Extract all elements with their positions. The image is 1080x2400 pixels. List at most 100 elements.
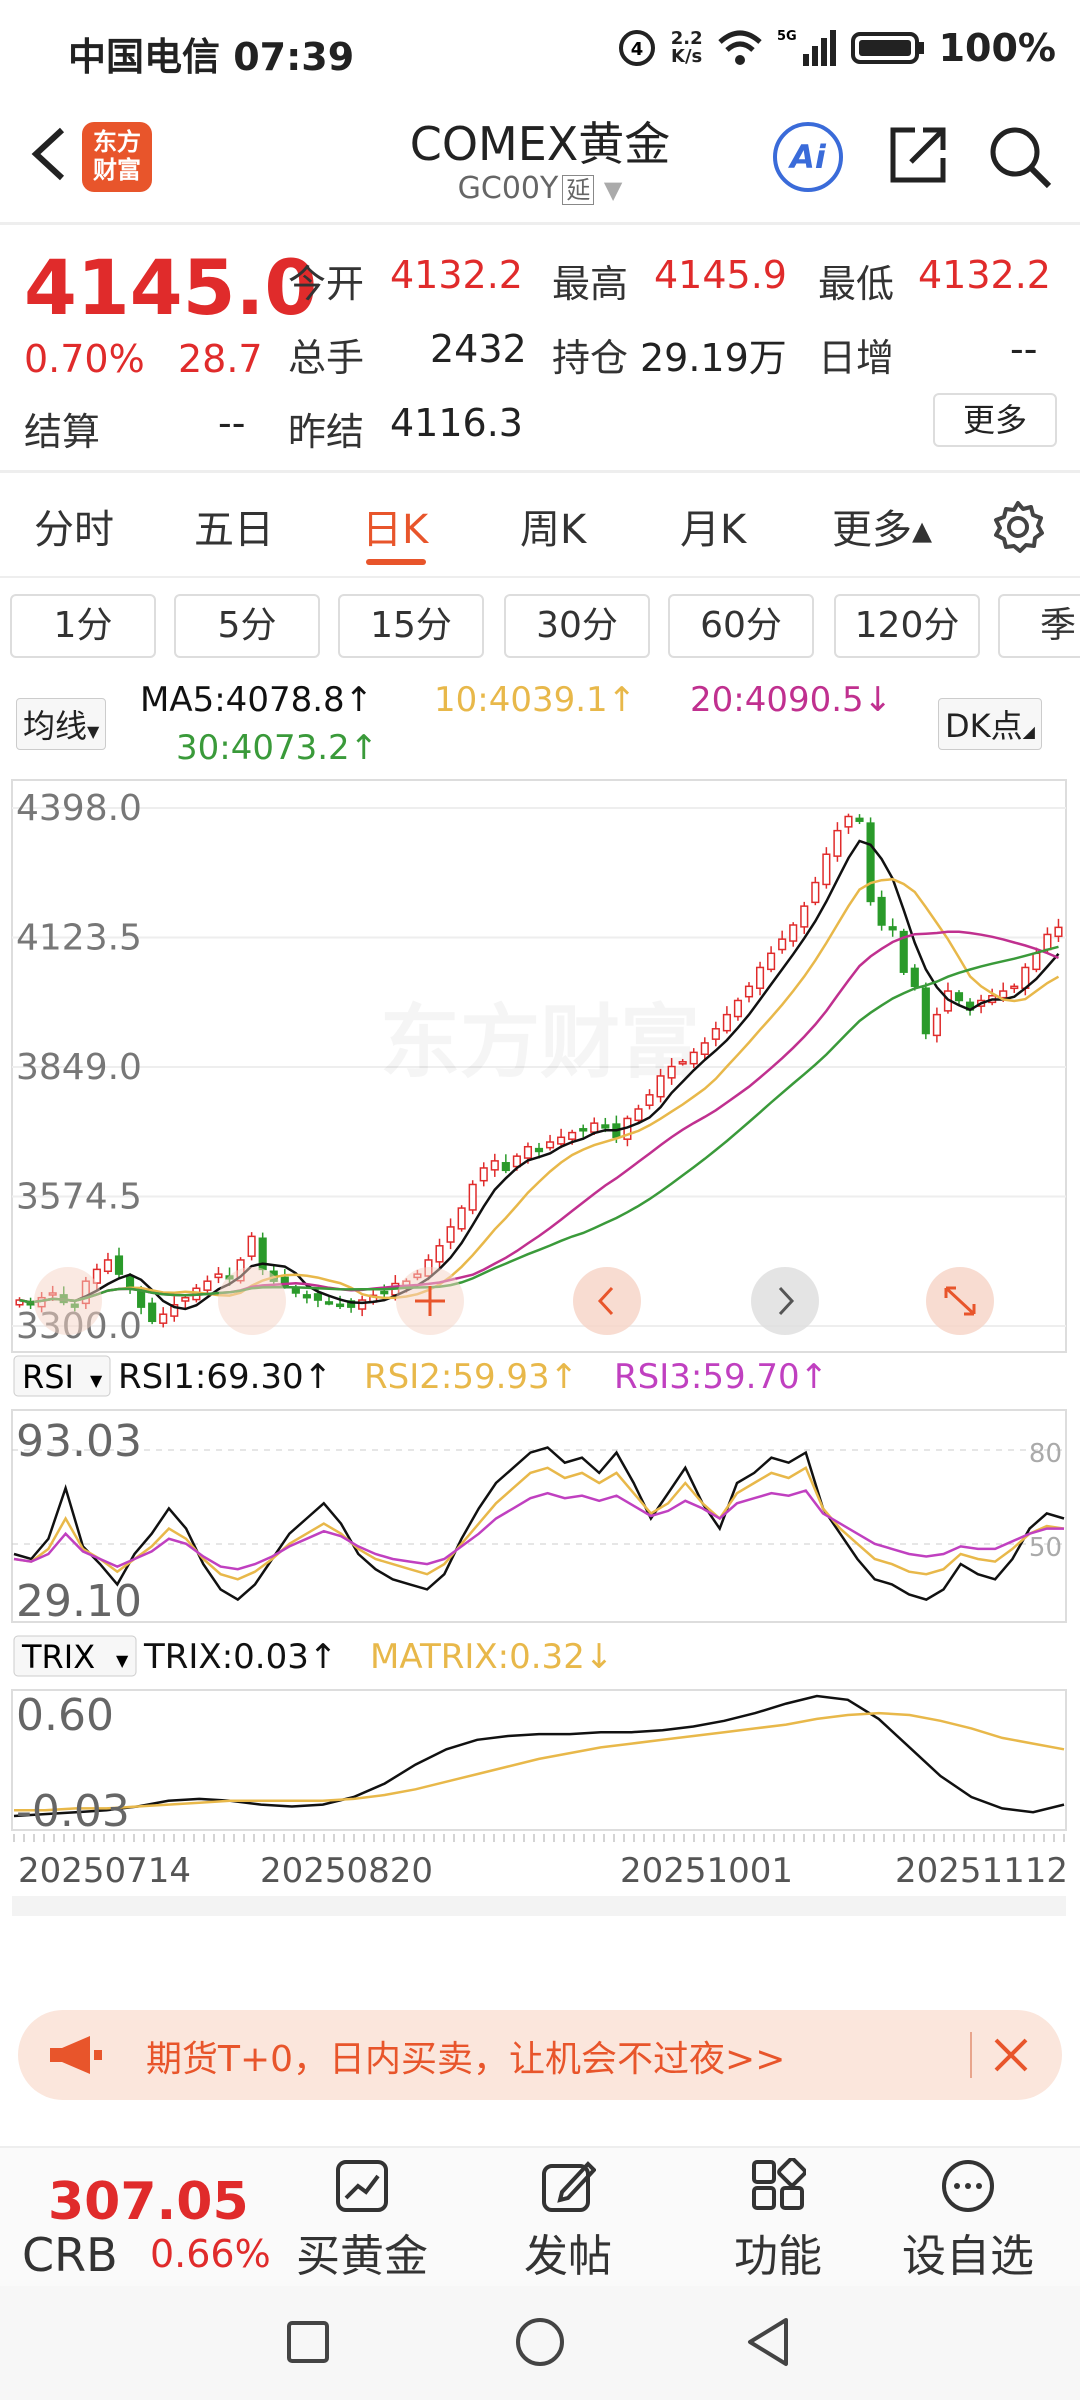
- date-tick-label: 20250820: [260, 1851, 433, 1891]
- more-quote-button[interactable]: 更多: [933, 393, 1057, 447]
- candle-body: [479, 1167, 488, 1182]
- candle-body: [1054, 926, 1063, 938]
- candle-body: [645, 1094, 654, 1106]
- buy-gold-button[interactable]: 买黄金: [296, 2158, 428, 2284]
- chevron-down-icon: ▼: [116, 1651, 129, 1670]
- candle-body: [722, 1013, 731, 1032]
- rsi-selector[interactable]: [13, 1355, 111, 1397]
- tab-monthly-k[interactable]: 月K: [680, 507, 747, 553]
- add-watchlist-button[interactable]: 设自选: [902, 2158, 1034, 2284]
- candle-body: [667, 1065, 676, 1079]
- scroll-left-button[interactable]: [573, 1267, 641, 1335]
- svg-text:5G: 5G: [777, 29, 797, 44]
- share-icon[interactable]: [885, 122, 951, 188]
- period-1min[interactable]: 1分: [10, 594, 156, 658]
- trix-selector[interactable]: [13, 1635, 137, 1677]
- tab-more[interactable]: 更多▴: [832, 507, 933, 553]
- ma30-line: [19, 945, 1059, 1304]
- candle-body: [523, 1145, 533, 1159]
- candle-body: [490, 1160, 499, 1171]
- daily-inc-label: 日增: [818, 336, 895, 380]
- candle-body: [733, 999, 743, 1018]
- period-60min[interactable]: 60分: [668, 594, 814, 658]
- back-arrow-icon[interactable]: [24, 124, 74, 184]
- zoom-in-button[interactable]: [218, 1267, 286, 1335]
- candle-body: [744, 985, 754, 998]
- high-value: 4145.9: [654, 253, 787, 297]
- banner-divider: [970, 2032, 972, 2078]
- candle-body: [844, 815, 853, 828]
- watermark: 东方财富: [380, 996, 700, 1089]
- signal-icon: 5G: [777, 29, 836, 66]
- svg-text:4: 4: [630, 39, 643, 60]
- period-15min[interactable]: 15分: [338, 594, 484, 658]
- dk-point-selector[interactable]: DK点◢: [938, 698, 1042, 750]
- oi-value: 29.19万: [640, 336, 787, 380]
- divider: [0, 222, 1080, 225]
- rsi3-line: [13, 1489, 1064, 1571]
- tab-five-day[interactable]: 五日: [194, 507, 274, 553]
- back-nav-icon[interactable]: [744, 2316, 792, 2368]
- close-icon[interactable]: [990, 2034, 1032, 2076]
- ma10-value: 10:4039.1↑: [434, 680, 637, 720]
- open-label: 今开: [288, 262, 365, 306]
- ai-button[interactable]: Ai: [773, 122, 843, 192]
- add-watchlist-label: 设自选: [902, 2231, 1034, 2282]
- rsi2-value: RSI2:59.93↑: [364, 1357, 578, 1397]
- functions-button[interactable]: 功能: [734, 2158, 822, 2284]
- candle-body: [247, 1235, 256, 1257]
- price-tick-label: 3849.0: [16, 1047, 142, 1088]
- crb-price: 307.05: [48, 2172, 249, 2232]
- bottom-action-bar: 307.05 CRB 0.66% 买黄金 发帖 功能 设自选: [0, 2146, 1080, 2286]
- network-speed: 2.2 K/s: [670, 28, 703, 67]
- promo-banner[interactable]: 期货T+0，日内买卖，让机会不过夜>>: [18, 2010, 1062, 2100]
- zoom-out-button[interactable]: [34, 1267, 102, 1335]
- tab-daily-k[interactable]: 日K: [362, 507, 429, 553]
- period-5min[interactable]: 5分: [174, 594, 320, 658]
- quote-panel: 4145.0 0.70% 28.7 今开 4132.2 最高 4145.9 最低…: [0, 225, 1080, 465]
- functions-label: 功能: [734, 2231, 822, 2282]
- period-30min[interactable]: 30分: [504, 594, 650, 658]
- period-quarter[interactable]: 季: [998, 594, 1080, 658]
- home-icon[interactable]: [514, 2316, 566, 2368]
- rsi-panel: [11, 1409, 1067, 1623]
- candle-body: [689, 1051, 698, 1065]
- candle-body: [457, 1207, 466, 1230]
- contract-code[interactable]: GC00Y 延 ▼: [457, 171, 623, 206]
- candle-body: [822, 853, 831, 886]
- date-tick-label: 20250714: [18, 1851, 191, 1891]
- chart-controls: [34, 1267, 994, 1335]
- candle-body: [755, 966, 765, 989]
- volume-value: 2432: [430, 327, 527, 371]
- daily-inc-value: --: [1010, 327, 1038, 371]
- matrix-value: MATRIX:0.32↓: [370, 1637, 613, 1677]
- gear-icon[interactable]: [990, 499, 1046, 555]
- candle-body: [137, 1289, 146, 1308]
- post-button[interactable]: 发帖: [524, 2158, 612, 2284]
- candle-body: [545, 1141, 555, 1149]
- candle-body: [601, 1124, 610, 1129]
- ma-selector[interactable]: 均线▼: [16, 698, 107, 750]
- tab-weekly-k[interactable]: 周K: [520, 507, 587, 553]
- expand-icon: [944, 1286, 976, 1316]
- tab-intraday[interactable]: 分时: [34, 507, 114, 553]
- carrier-time: 中国电信 07:39: [68, 35, 355, 79]
- candle-body: [932, 1013, 941, 1037]
- status-bar: 中国电信 07:39 4 2.2 K/s 5G 100%: [0, 0, 1080, 100]
- change-percent: 0.70%: [24, 337, 145, 381]
- scroll-right-button[interactable]: [751, 1267, 819, 1335]
- rsi-ref50-label: 50: [1029, 1533, 1062, 1563]
- more-dots-icon: [942, 2160, 994, 2212]
- period-120min[interactable]: 120分: [834, 594, 980, 658]
- system-nav-bar: [0, 2286, 1080, 2400]
- candle-body: [888, 926, 897, 931]
- rsi1-line: [13, 1446, 1065, 1602]
- ma20-value: 20:4090.5↓: [690, 680, 893, 720]
- candle-body: [877, 896, 886, 926]
- search-icon[interactable]: [985, 122, 1053, 190]
- ma-lines: [19, 839, 1060, 1311]
- trix-line: [13, 1694, 1065, 1818]
- recent-apps-icon[interactable]: [286, 2320, 330, 2364]
